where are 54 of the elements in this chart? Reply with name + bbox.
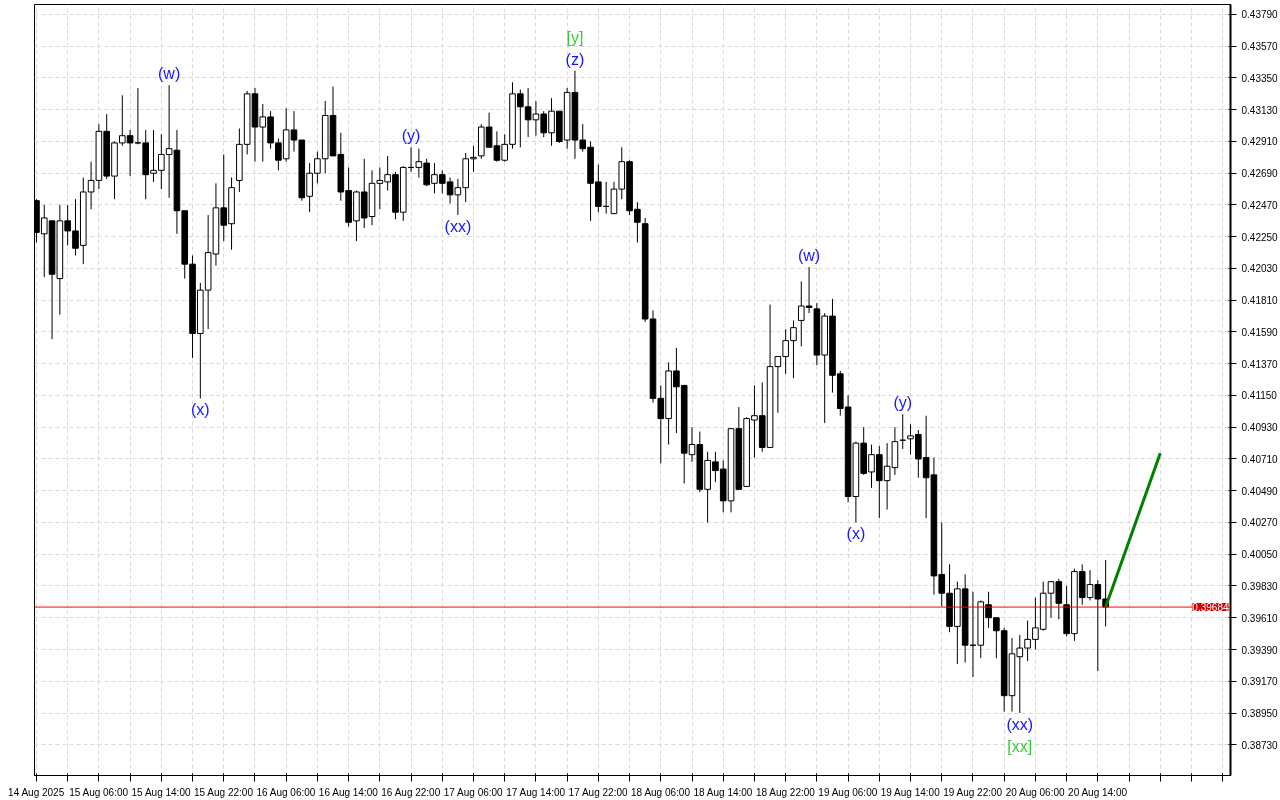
y-tick-label: 0.38950 xyxy=(1241,708,1279,720)
y-tick-label: 0.38730 xyxy=(1241,739,1279,751)
x-tick-label: 15 Aug 06:00 xyxy=(69,786,129,798)
annotation: (z) xyxy=(565,50,585,68)
annotation: (w) xyxy=(158,65,181,83)
x-tick-label: 18 Aug 06:00 xyxy=(631,786,691,798)
y-tick-label: 0.40930 xyxy=(1241,422,1279,434)
annotation: (w) xyxy=(797,247,821,265)
annotation: [xx] xyxy=(1007,738,1033,756)
y-tick-label: 0.41370 xyxy=(1241,358,1279,370)
y-tick-label: 0.39610 xyxy=(1241,612,1279,624)
y-tick-label: 0.40710 xyxy=(1241,453,1279,465)
x-tick-label: 15 Aug 22:00 xyxy=(194,786,254,798)
y-tick-label: 0.43790 xyxy=(1241,9,1279,21)
y-tick-label: 0.40490 xyxy=(1241,485,1279,497)
y-tick-label: 0.43350 xyxy=(1241,72,1279,84)
y-tick-label: 0.42030 xyxy=(1241,263,1279,275)
y-tick-label: 0.41810 xyxy=(1241,295,1279,307)
annotation: [y] xyxy=(566,28,584,46)
y-tick-label: 0.39170 xyxy=(1241,676,1279,688)
y-tick-label: 0.41150 xyxy=(1241,390,1278,402)
x-tick-label: 19 Aug 14:00 xyxy=(880,786,941,798)
y-tick-label: 0.41590 xyxy=(1241,326,1279,338)
x-tick-label: 17 Aug 14:00 xyxy=(506,786,566,798)
y-tick-label: 0.42250 xyxy=(1241,231,1279,243)
x-tick-label: 19 Aug 22:00 xyxy=(943,786,1003,798)
y-tick-label: 0.42470 xyxy=(1241,199,1279,211)
annotation: (y) xyxy=(893,394,913,412)
x-tick-label: 14 Aug 2025 xyxy=(8,786,65,798)
x-tick-label: 17 Aug 06:00 xyxy=(443,786,504,798)
x-tick-label: 20 Aug 06:00 xyxy=(1005,786,1066,798)
ref-line-label: 0.39684 xyxy=(1192,602,1229,614)
y-tick-label: 0.39830 xyxy=(1241,581,1279,592)
x-tick-label: 19 Aug 06:00 xyxy=(818,786,878,798)
x-tick-label: 16 Aug 14:00 xyxy=(318,786,379,798)
annotation: (x) xyxy=(191,401,210,419)
annotation: (y) xyxy=(401,127,421,145)
y-tick-label: 0.42910 xyxy=(1241,136,1279,148)
y-tick-label: 0.39390 xyxy=(1241,644,1279,656)
annotation: (xx) xyxy=(1006,716,1034,734)
y-tick-label: 0.42690 xyxy=(1241,168,1279,180)
x-tick-label: 18 Aug 22:00 xyxy=(755,786,816,798)
x-tick-label: 18 Aug 14:00 xyxy=(693,786,753,798)
y-tick-label: 0.43570 xyxy=(1241,41,1279,53)
y-tick-label: 0.40050 xyxy=(1241,549,1279,561)
x-tick-label: 15 Aug 14:00 xyxy=(131,786,191,798)
annotation: (x) xyxy=(846,525,866,543)
annotation: (xx) xyxy=(444,218,472,236)
y-tick-label: 0.43130 xyxy=(1241,104,1279,116)
x-tick-label: 16 Aug 06:00 xyxy=(256,786,316,798)
x-tick-label: 16 Aug 22:00 xyxy=(381,786,441,798)
x-tick-label: 20 Aug 14:00 xyxy=(1068,786,1128,798)
x-tick-label: 17 Aug 22:00 xyxy=(568,786,628,798)
y-tick-label: 0.40270 xyxy=(1241,517,1279,529)
